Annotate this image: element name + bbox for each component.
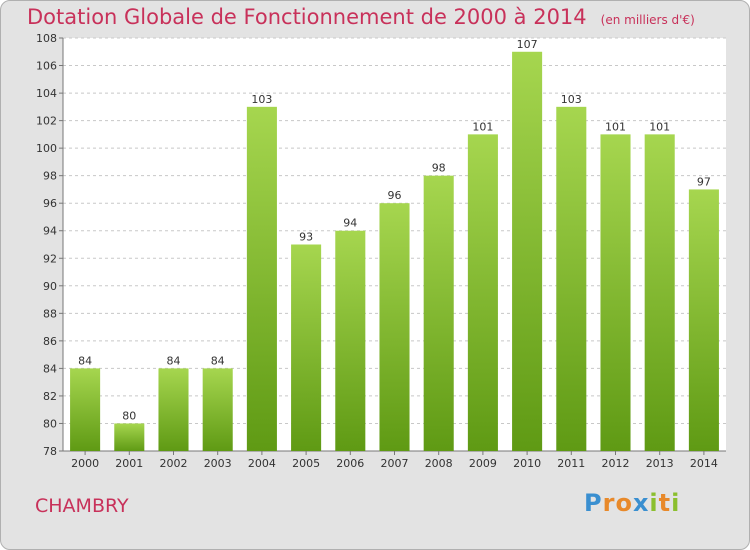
bar xyxy=(423,175,454,451)
bar xyxy=(335,230,366,451)
y-tick-label: 102 xyxy=(36,115,57,128)
bar xyxy=(114,423,145,451)
bar xyxy=(600,134,631,451)
x-tick-label: 2010 xyxy=(513,457,541,470)
y-tick-label: 90 xyxy=(43,280,57,293)
y-tick-label: 104 xyxy=(36,87,57,100)
bar-value-label: 94 xyxy=(343,217,357,230)
bar xyxy=(556,106,587,451)
bar-value-label: 101 xyxy=(605,120,626,133)
y-tick-label: 92 xyxy=(43,252,57,265)
logo-letter: i xyxy=(649,489,659,517)
x-tick-label: 2001 xyxy=(115,457,143,470)
proxiti-logo[interactable]: Proxiti xyxy=(584,489,680,517)
logo-letter: P xyxy=(584,489,603,517)
bar-value-label: 103 xyxy=(561,93,582,106)
bar xyxy=(246,106,277,451)
logo-letter: i xyxy=(671,489,681,517)
bar-value-label: 93 xyxy=(299,231,313,244)
x-tick-label: 2003 xyxy=(204,457,232,470)
bar-value-label: 101 xyxy=(649,120,670,133)
logo-letter: o xyxy=(615,489,633,517)
y-tick-label: 84 xyxy=(43,362,57,375)
bar xyxy=(644,134,675,451)
bars: 84 80 84 84 103 93 94 96 98 101 107 103 101 101 97 xyxy=(70,38,719,452)
bar xyxy=(202,368,233,451)
bar-value-label: 103 xyxy=(251,93,272,106)
bar-value-label: 98 xyxy=(432,162,446,175)
y-tick-label: 82 xyxy=(43,390,57,403)
bar xyxy=(512,51,543,452)
logo-letter: r xyxy=(602,489,616,517)
logo-letter: t xyxy=(658,489,672,517)
y-tick-label: 80 xyxy=(43,417,57,430)
x-tick-label: 2008 xyxy=(425,457,453,470)
bar-value-label: 97 xyxy=(697,175,711,188)
x-tick-label: 2004 xyxy=(248,457,276,470)
x-tick-label: 2005 xyxy=(292,457,320,470)
bar xyxy=(291,244,322,451)
x-tick-label: 2002 xyxy=(160,457,188,470)
chart-title: Dotation Globale de Fonctionnement de 20… xyxy=(27,5,695,29)
bar-value-label: 107 xyxy=(517,38,538,51)
y-tick-label: 96 xyxy=(43,197,57,210)
bar xyxy=(158,368,189,451)
x-tick-label: 2013 xyxy=(646,457,674,470)
bar-value-label: 84 xyxy=(78,354,92,367)
x-tick-label: 2000 xyxy=(71,457,99,470)
chart-title-text: Dotation Globale de Fonctionnement de 20… xyxy=(27,5,587,29)
bar-value-label: 84 xyxy=(211,354,225,367)
x-tick-label: 2012 xyxy=(602,457,630,470)
commune-name: CHAMBRY xyxy=(35,495,129,517)
y-tick-label: 78 xyxy=(43,445,57,458)
y-tick-label: 106 xyxy=(36,60,57,73)
y-tick-label: 94 xyxy=(43,225,57,238)
y-tick-label: 88 xyxy=(43,307,57,320)
bar-value-label: 84 xyxy=(167,354,181,367)
y-tick-label: 86 xyxy=(43,335,57,348)
bar-value-label: 101 xyxy=(472,120,493,133)
bar xyxy=(70,368,101,451)
x-tick-label: 2009 xyxy=(469,457,497,470)
bar-value-label: 96 xyxy=(388,189,402,202)
y-tick-label: 100 xyxy=(36,142,57,155)
logo-letter: x xyxy=(632,489,650,517)
y-tick-label: 98 xyxy=(43,170,57,183)
bar xyxy=(467,134,498,451)
x-tick-label: 2007 xyxy=(381,457,409,470)
x-tick-label: 2006 xyxy=(336,457,364,470)
x-tick-label: 2011 xyxy=(557,457,585,470)
y-tick-label: 108 xyxy=(36,32,57,45)
bar-value-label: 80 xyxy=(122,409,136,422)
chart-subtitle: (en milliers d'€) xyxy=(600,13,695,27)
bar xyxy=(688,189,719,451)
x-tick-label: 2014 xyxy=(690,457,718,470)
bar xyxy=(379,203,410,451)
